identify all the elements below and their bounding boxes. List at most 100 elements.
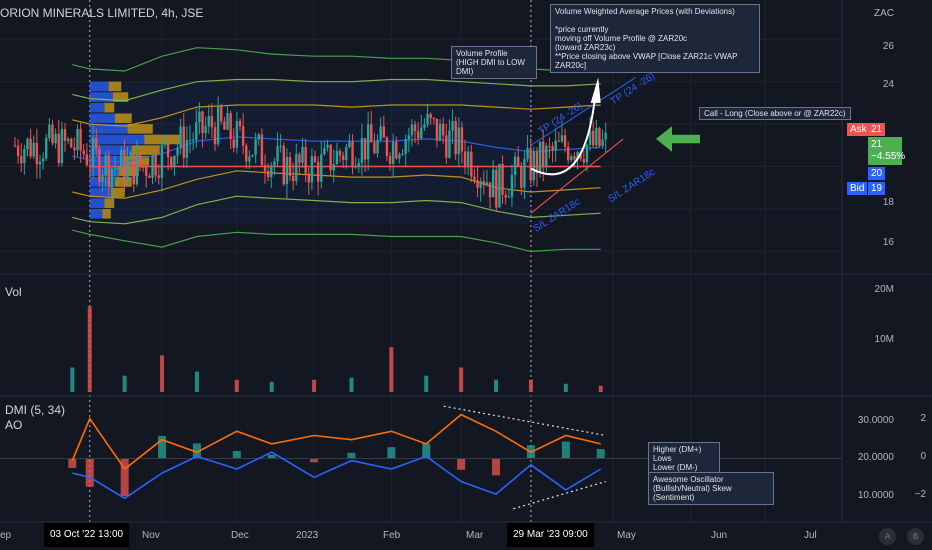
candle-body	[376, 139, 379, 154]
last-price-tag: 21 −4.55%	[868, 137, 905, 165]
price-axis-currency: ZAC	[874, 8, 894, 19]
candle-body	[488, 182, 492, 198]
candle-body	[204, 126, 207, 134]
candle-body	[513, 156, 517, 175]
candle-body	[448, 130, 451, 158]
grid	[0, 0, 842, 522]
candle-body	[145, 166, 148, 176]
candle-body	[70, 138, 73, 148]
candle-body	[223, 121, 226, 130]
volume-profile-note[interactable]: Volume Profile (HIGH DMI to LOW DMI)	[451, 46, 537, 79]
candle-body	[557, 140, 561, 142]
x-tick-sep: ep	[0, 530, 12, 541]
x-tick-feb: Feb	[383, 530, 401, 541]
candle-body	[335, 150, 339, 165]
candle-body	[57, 133, 60, 164]
x-tick-2023: 2023	[296, 530, 319, 541]
candle-body	[529, 148, 532, 181]
candle-body	[307, 173, 310, 183]
volume-bar-3	[160, 355, 165, 392]
ao-bar-7	[310, 458, 319, 463]
candle-body	[148, 175, 151, 178]
candle-body	[323, 147, 326, 155]
profile-bin-down-1	[112, 92, 129, 102]
candle-body	[563, 135, 567, 147]
candle-body	[479, 181, 482, 188]
candle-body	[501, 163, 504, 195]
dmi-tick-10: 10.0000	[857, 490, 894, 501]
candle-body	[329, 144, 332, 171]
volume-bar-1	[87, 306, 92, 392]
vwap-note[interactable]: Volume Weighted Average Prices (with Dev…	[550, 4, 760, 73]
candle-body	[482, 181, 486, 186]
call-long-note[interactable]: Call - Long (Close above or @ ZAR22c)	[699, 107, 851, 120]
ao-bar-3	[158, 435, 167, 459]
x-marker-oct: 03 Oct '22 13:00	[44, 523, 130, 547]
candle-body	[188, 139, 192, 141]
candle-body	[151, 155, 154, 178]
ao-bar-4	[192, 443, 201, 459]
profile-bin-down-6	[131, 145, 160, 155]
candle-body	[29, 138, 32, 157]
log-scale-button[interactable]: B	[907, 528, 924, 545]
candle-body	[304, 146, 307, 174]
x-marker-mar: 29 Mar '23 09:00	[507, 523, 594, 547]
candle-body	[445, 135, 448, 158]
candle-body	[545, 145, 548, 167]
ao-bar-12	[492, 458, 501, 476]
candle-body	[226, 113, 229, 130]
profile-bin-up-4	[89, 124, 128, 134]
sl-label-upper: S/L ZAR18c	[606, 167, 657, 205]
dmi-upper-trendline	[443, 405, 606, 437]
candle-body	[210, 116, 214, 128]
volume-tick-10m: 10M	[874, 334, 894, 345]
candle-body	[385, 137, 389, 157]
auto-scale-button[interactable]: A	[879, 528, 896, 545]
volume-bar-9	[389, 347, 394, 392]
candle-body	[235, 121, 239, 148]
candle-body	[266, 171, 270, 178]
candle-body	[232, 139, 235, 148]
candle-body	[179, 126, 182, 149]
candle-body	[570, 156, 573, 161]
candle-body	[407, 135, 410, 140]
candle-body	[526, 148, 529, 160]
candle-body	[391, 141, 395, 164]
candle-body	[345, 147, 348, 161]
candle-body	[270, 165, 273, 178]
tp-channel-line	[530, 76, 636, 146]
ao-note[interactable]: Awesome Oscillator (Bullish/Neutral) Ske…	[648, 472, 774, 505]
candle-body	[320, 154, 323, 182]
ao-bar-2	[120, 458, 129, 497]
candle-body	[576, 152, 579, 160]
candle-body	[126, 159, 129, 182]
dmi-line-0	[71, 413, 601, 471]
volume-bar-0	[70, 367, 75, 392]
volume-bar-15	[598, 385, 603, 392]
candle-body	[454, 121, 457, 155]
candle-body	[566, 146, 570, 161]
candle-body	[51, 124, 54, 144]
candle-body	[248, 156, 251, 162]
volume-bars	[70, 306, 603, 392]
profile-bin-up-0	[89, 81, 109, 92]
profile-bin-up-10	[89, 187, 111, 198]
candle-body	[491, 169, 495, 198]
candle-body	[238, 121, 242, 127]
sl-label-lower: S/L ZAR18c	[532, 196, 583, 234]
profile-bin-down-2	[104, 102, 115, 113]
candle-body	[498, 163, 501, 208]
candle-body	[538, 141, 542, 174]
candle-body	[435, 118, 439, 141]
candle-body	[438, 123, 442, 141]
price-tick-26: 26	[882, 41, 894, 52]
candle-body	[395, 141, 398, 159]
candle-body	[195, 122, 198, 140]
candle-body	[123, 149, 126, 182]
dmi-lower-trendline	[513, 480, 606, 510]
candle-body	[338, 150, 342, 156]
candle-body	[76, 129, 79, 151]
volume-bar-7	[312, 379, 317, 392]
candle-body	[135, 152, 139, 185]
